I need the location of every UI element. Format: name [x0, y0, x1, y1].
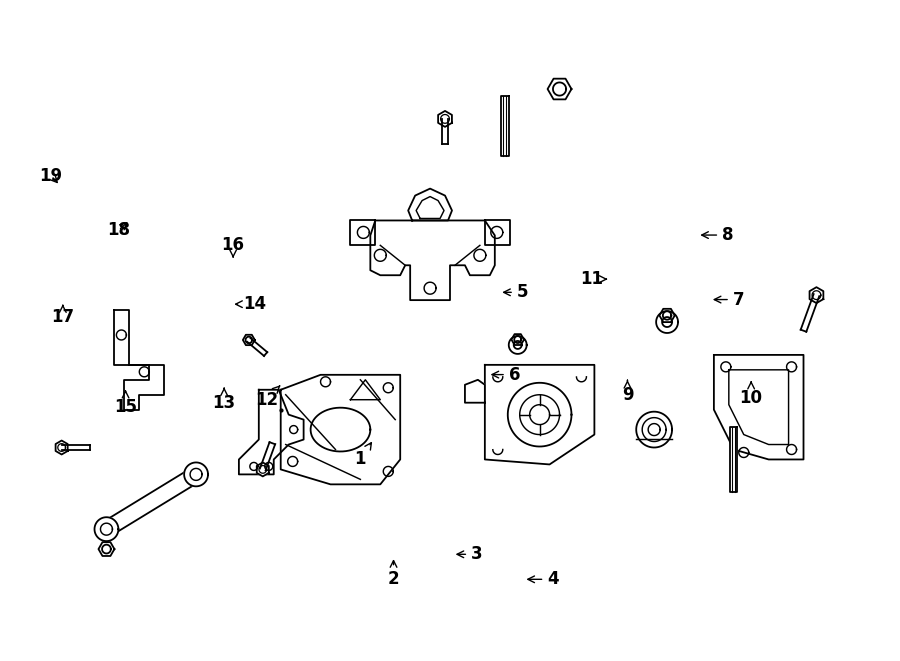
Text: 18: 18	[107, 221, 130, 239]
Polygon shape	[485, 221, 509, 245]
Text: 3: 3	[457, 545, 482, 563]
Polygon shape	[114, 310, 164, 410]
Polygon shape	[243, 334, 255, 345]
Text: 15: 15	[114, 391, 137, 416]
Polygon shape	[636, 412, 672, 447]
Polygon shape	[350, 221, 375, 245]
Polygon shape	[511, 334, 524, 345]
Polygon shape	[660, 309, 675, 322]
Text: 14: 14	[236, 295, 266, 313]
Text: 4: 4	[527, 570, 559, 588]
Polygon shape	[547, 79, 572, 99]
Text: 6: 6	[492, 366, 520, 383]
Polygon shape	[438, 111, 452, 127]
Polygon shape	[810, 287, 824, 303]
Text: 19: 19	[40, 167, 63, 185]
Text: 1: 1	[355, 443, 372, 468]
Text: 17: 17	[51, 305, 75, 327]
Text: 9: 9	[622, 380, 634, 404]
Polygon shape	[508, 383, 572, 446]
Polygon shape	[465, 380, 485, 403]
Polygon shape	[56, 440, 68, 455]
Polygon shape	[508, 336, 526, 354]
Text: 11: 11	[580, 270, 607, 288]
Text: 16: 16	[221, 236, 245, 257]
Polygon shape	[730, 427, 737, 492]
Polygon shape	[238, 390, 303, 475]
Polygon shape	[310, 408, 370, 451]
Polygon shape	[94, 517, 119, 541]
Polygon shape	[500, 96, 508, 156]
Polygon shape	[98, 542, 114, 556]
Polygon shape	[184, 463, 208, 486]
Text: 13: 13	[212, 388, 236, 412]
Polygon shape	[656, 311, 678, 333]
Polygon shape	[485, 365, 594, 465]
Polygon shape	[103, 467, 200, 536]
Polygon shape	[281, 375, 400, 485]
Polygon shape	[256, 463, 269, 477]
Text: 12: 12	[255, 386, 280, 408]
Text: 10: 10	[740, 382, 762, 407]
Text: 2: 2	[388, 561, 400, 588]
Polygon shape	[714, 355, 804, 459]
Text: 8: 8	[702, 226, 733, 244]
Text: 5: 5	[504, 284, 528, 301]
Polygon shape	[370, 221, 495, 300]
Text: 7: 7	[715, 291, 744, 309]
Polygon shape	[409, 188, 452, 221]
